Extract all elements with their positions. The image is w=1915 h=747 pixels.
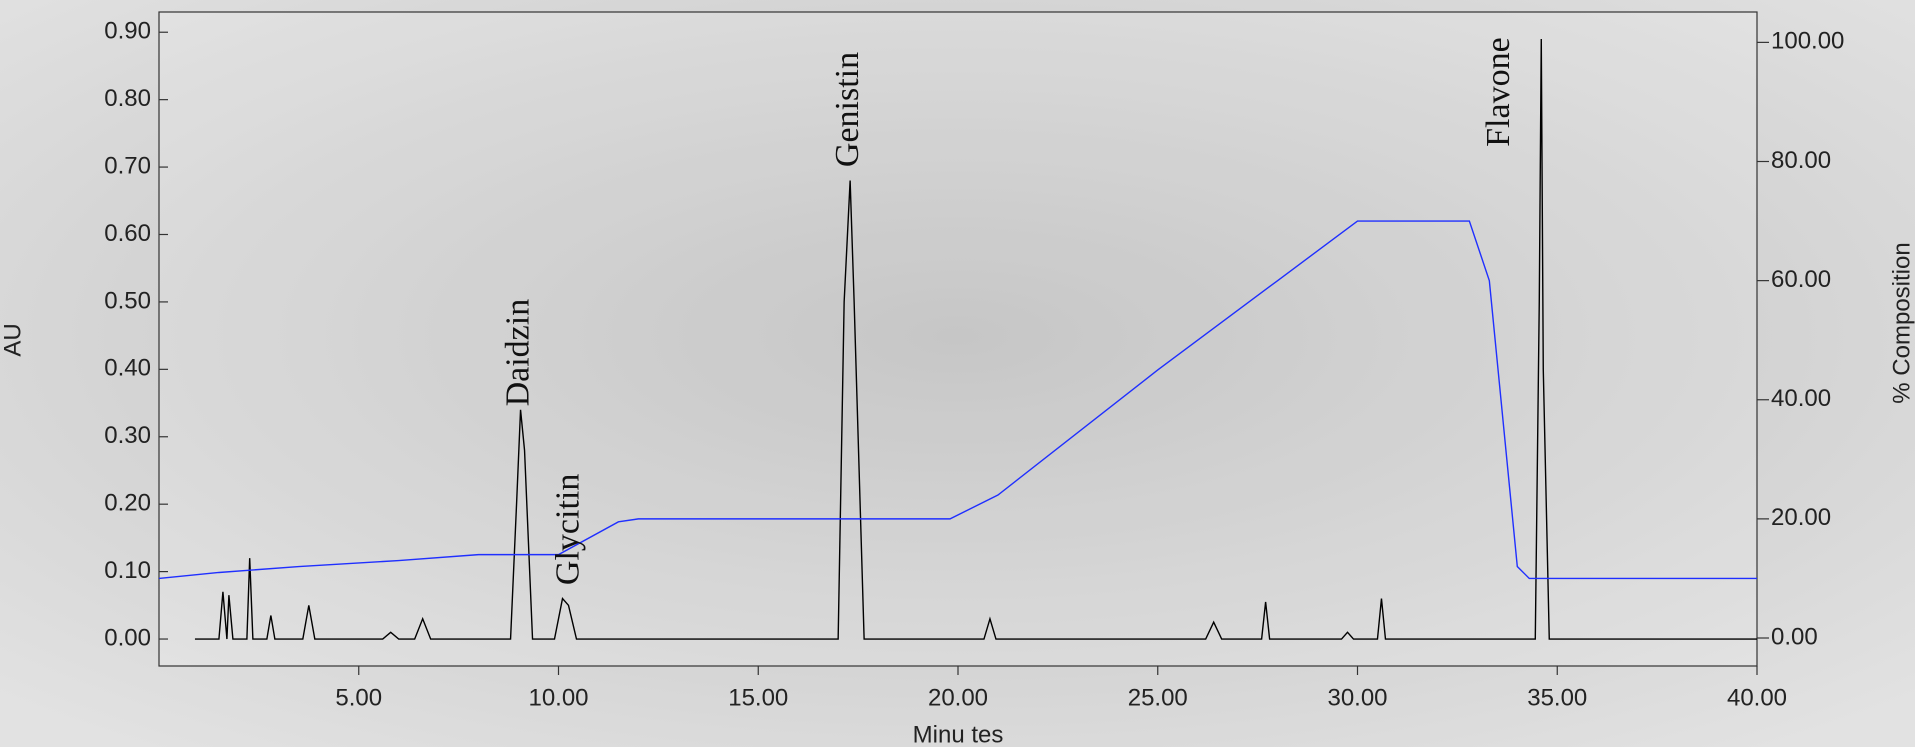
x-tick-label: 35.00 — [1527, 684, 1587, 711]
series-line — [158, 220, 1757, 580]
y-tick-label: 0.20 — [104, 490, 151, 517]
y-tick-label: 0.90 — [104, 18, 151, 45]
y-tick-label: 0.70 — [104, 152, 151, 179]
series-line — [194, 38, 1757, 640]
y2-tick-label: 100.00 — [1771, 28, 1844, 55]
x-tick-label: 5.00 — [335, 684, 382, 711]
y-tick-label: 0.30 — [104, 422, 151, 449]
peak-label: Glycitin — [549, 474, 586, 585]
plot-area — [158, 11, 1758, 667]
y-tick-label: 0.60 — [104, 220, 151, 247]
x-tick-label: 10.00 — [528, 684, 588, 711]
peak-label: Genistin — [829, 52, 866, 167]
x-tick-label: 40.00 — [1727, 684, 1787, 711]
peak-label: Daidzin — [499, 299, 536, 407]
x-tick-label: 25.00 — [1128, 684, 1188, 711]
x-tick-label: 30.00 — [1327, 684, 1387, 711]
y2-tick-label: 80.00 — [1771, 147, 1831, 174]
y-tick-label: 0.40 — [104, 355, 151, 382]
y-tick-label: 0.50 — [104, 287, 151, 314]
y2-tick-label: 20.00 — [1771, 504, 1831, 531]
y2-tick-label: 40.00 — [1771, 385, 1831, 412]
y-axis-label: AU — [0, 323, 26, 356]
peak-label: Flavone — [1480, 37, 1517, 147]
y2-axis-label: % Composition — [1888, 242, 1915, 403]
x-axis-label: Minu tes — [913, 721, 1004, 747]
y2-tick-label: 60.00 — [1771, 266, 1831, 293]
y2-tick-label: 0.00 — [1771, 623, 1818, 650]
x-tick-label: 20.00 — [928, 684, 988, 711]
y-tick-label: 0.10 — [104, 557, 151, 584]
y-tick-label: 0.00 — [104, 624, 151, 651]
x-tick-label: 15.00 — [728, 684, 788, 711]
y-tick-label: 0.80 — [104, 85, 151, 112]
